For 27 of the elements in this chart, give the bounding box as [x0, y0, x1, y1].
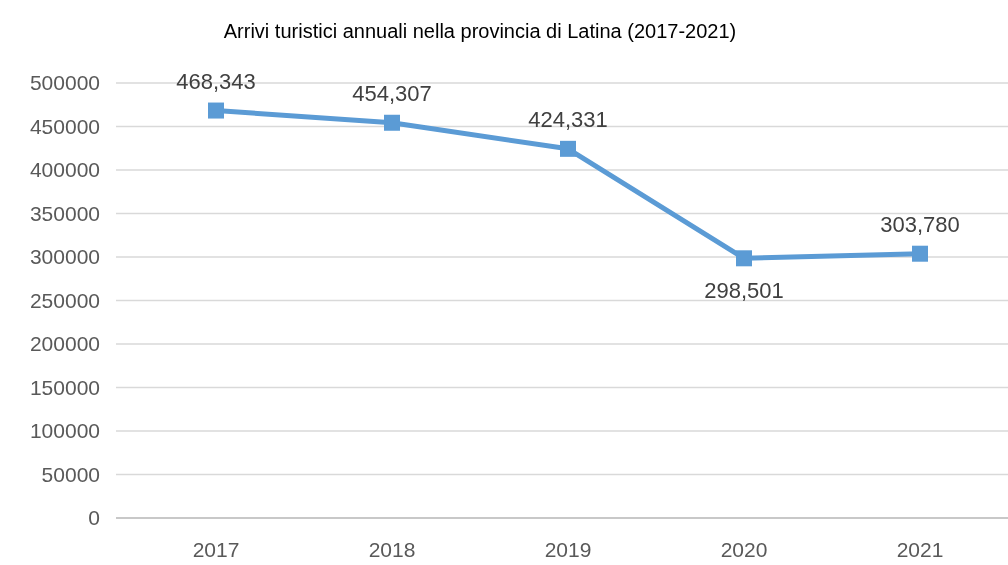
x-tick-label: 2021: [896, 538, 944, 561]
y-tick-label: 500000: [29, 71, 100, 95]
text: 424,331: [528, 106, 608, 132]
y-tick-label: 400000: [29, 158, 100, 182]
point: [208, 102, 224, 119]
y-tick-label: 300000: [29, 245, 100, 269]
point: [736, 250, 752, 267]
y-tick-label: 50000: [41, 462, 100, 486]
x-tick-label: 2019: [544, 538, 592, 561]
y-tick-label: 450000: [29, 114, 100, 138]
x-tick-label: 2018: [368, 538, 416, 561]
chart-title: Arrivi turistici annuali nella provincia di Latina (2017-2021): [223, 20, 737, 42]
x-tick-label: 2020: [720, 538, 768, 561]
y-tick-label: 200000: [29, 332, 100, 356]
point: [912, 245, 928, 262]
point: [560, 140, 576, 157]
text: 468,343: [176, 68, 256, 94]
y-tick-label: 150000: [29, 375, 100, 399]
text: 454,307: [352, 80, 432, 106]
y-tick-label: 100000: [29, 419, 100, 443]
x-tick-label: 2017: [192, 538, 240, 561]
y-tick-label: 350000: [29, 201, 100, 225]
text: 303,780: [880, 211, 960, 237]
text: 298,501: [704, 278, 784, 304]
point: [384, 114, 400, 131]
y-tick-label: 0: [88, 506, 100, 530]
y-tick-label: 250000: [29, 288, 100, 312]
